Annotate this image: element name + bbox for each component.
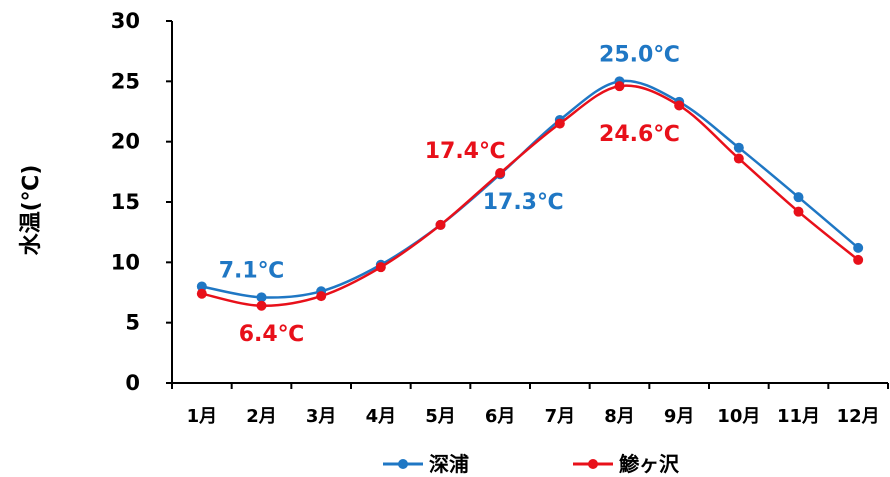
data-label: 17.3℃: [483, 190, 564, 215]
legend-marker: [398, 459, 408, 469]
data-label: 7.1℃: [219, 258, 285, 283]
data-label: 17.4℃: [425, 139, 506, 164]
data-point: [256, 292, 267, 303]
data-point: [793, 192, 804, 203]
data-point: [316, 291, 327, 302]
data-label: 6.4℃: [239, 322, 305, 347]
x-tick-labels: 1月 2月 3月 4月 5月 6月 7月 8月 9月 10月 11月 12月: [187, 406, 880, 427]
x-tick-label: 3月: [306, 406, 337, 427]
y-tick-label: 20: [111, 130, 140, 154]
x-tick-label: 2月: [246, 406, 277, 427]
y-tick-label: 15: [111, 190, 140, 214]
y-tick-label: 5: [125, 311, 140, 335]
x-tick-label: 8月: [604, 406, 635, 427]
x-tick-label: 5月: [425, 406, 456, 427]
data-point: [614, 81, 625, 92]
chart-axes: [166, 20, 889, 389]
data-point: [733, 153, 744, 164]
series-2: [196, 81, 864, 311]
y-axis-label: 水温(℃): [19, 165, 44, 256]
data-point: [793, 206, 804, 217]
x-tick-label: 9月: [664, 406, 695, 427]
x-tick-label: 7月: [545, 406, 576, 427]
x-tick-label: 12月: [837, 406, 880, 427]
annotation-layer: 7.1℃ 6.4℃ 17.4℃ 17.3℃ 25.0℃ 24.6℃: [219, 42, 680, 346]
x-tick-label: 4月: [366, 406, 397, 427]
data-point: [733, 142, 744, 153]
data-point: [674, 100, 685, 111]
y-tick-label: 25: [111, 69, 140, 93]
data-point: [196, 288, 207, 299]
data-point: [196, 281, 207, 292]
y-tick-label: 10: [111, 250, 140, 274]
data-point: [853, 254, 864, 265]
data-point: [375, 262, 386, 273]
y-tick-label: 0: [125, 371, 140, 395]
data-point: [495, 168, 506, 179]
series-layer: [196, 76, 864, 311]
data-point: [554, 118, 565, 129]
legend-label: 深浦: [429, 452, 469, 476]
legend-label: 鯵ヶ沢: [619, 452, 680, 476]
y-tick-labels: 0 5 10 15 20 25 30: [111, 9, 140, 395]
data-point: [853, 242, 864, 253]
x-tick-label: 6月: [485, 406, 516, 427]
x-tick-label: 10月: [717, 406, 760, 427]
legend-marker: [588, 459, 598, 469]
data-point: [435, 219, 446, 230]
y-tick-label: 30: [111, 9, 140, 33]
x-tick-label: 11月: [777, 406, 820, 427]
data-label: 25.0℃: [599, 42, 680, 67]
legend-item: 深浦: [383, 452, 469, 476]
x-tick-label: 1月: [187, 406, 218, 427]
legend-item: 鯵ヶ沢: [573, 452, 680, 476]
legend: 深浦 鯵ヶ沢: [383, 452, 680, 476]
data-point: [256, 300, 267, 311]
data-label: 24.6℃: [599, 122, 680, 147]
series-line: [201, 79, 859, 299]
